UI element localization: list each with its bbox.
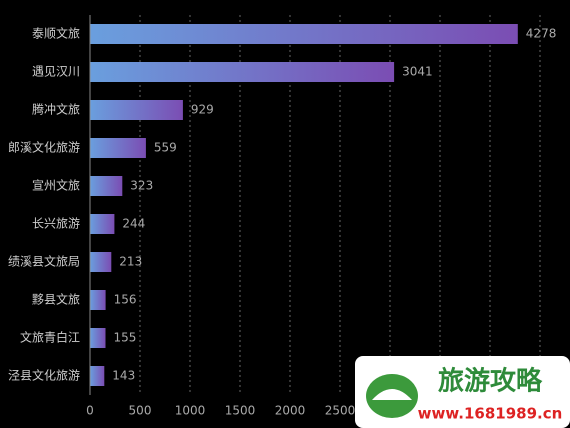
value-label: 559 [154,141,177,155]
x-tick-label: 2500 [325,404,356,418]
bar [90,138,146,158]
x-tick-label: 0 [86,404,94,418]
y-tick-label: 腾冲文旅 [32,102,80,117]
y-tick-label: 遇见汉川 [32,65,80,79]
x-tick-label: 2000 [275,404,306,418]
bar [90,62,395,82]
value-label: 143 [112,369,135,383]
y-tick-label: 文旅青白江 [20,330,80,345]
value-label: 156 [114,293,137,307]
bar [90,176,123,196]
y-tick-label: 绩溪县文旅局 [8,254,80,269]
value-label: 4278 [526,27,557,41]
y-tick-label: 长兴旅游 [32,217,80,231]
x-tick-label: 1500 [225,404,256,418]
bar [90,366,105,386]
y-tick-label: 郎溪文化旅游 [8,140,80,155]
bar [90,328,106,348]
bar [90,214,115,234]
bar [90,100,183,120]
value-label: 244 [122,217,145,231]
y-tick-label: 宣州文旅 [32,178,80,193]
x-tick-label: 500 [129,404,152,418]
watermark-url: www.1681989.cn [418,405,563,423]
y-tick-label: 泰顺文旅 [32,26,80,41]
watermark-logo-mark [372,389,412,400]
bar [90,24,518,44]
bar [90,290,106,310]
value-label: 155 [114,331,137,345]
value-label: 213 [119,255,142,269]
x-tick-label: 1000 [175,404,206,418]
value-label: 323 [130,179,153,193]
watermark-title: 旅游攻略 [438,366,543,397]
y-tick-label: 泾县文化旅游 [8,368,80,383]
bar [90,252,112,272]
y-tick-label: 黟县文旅 [32,292,80,307]
value-label: 929 [191,103,214,117]
value-label: 3041 [402,65,433,79]
watermark: 旅游攻略 www.1681989.cn [355,356,570,428]
